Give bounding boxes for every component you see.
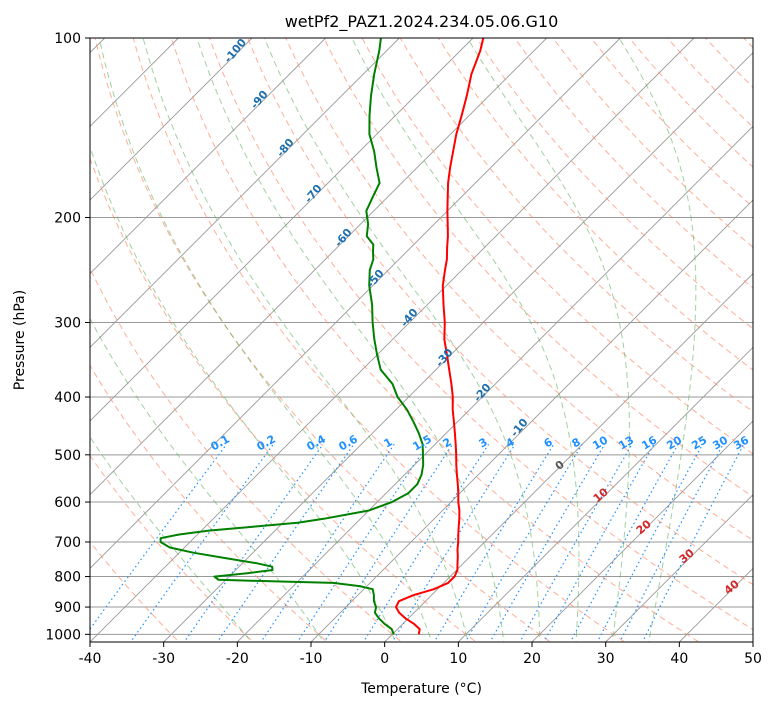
mixing-ratio-line	[596, 444, 704, 642]
dry-adiabat-line	[361, 38, 753, 455]
dry-adiabat-line	[90, 454, 254, 642]
dry-adiabat-line	[208, 38, 753, 631]
dry-adiabat-line	[247, 38, 753, 586]
dry-adiabat-line	[94, 38, 552, 642]
dry-adiabat-line	[170, 38, 700, 642]
y-tick-label: 1000	[45, 627, 81, 643]
y-tick-label: 400	[54, 390, 81, 406]
mixing-ratio-line	[543, 443, 655, 642]
y-tick-label: 800	[54, 570, 81, 586]
x-tick-label: -30	[152, 651, 175, 667]
mixing-ratio-line	[323, 443, 454, 642]
x-tick-label: 10	[449, 651, 467, 667]
dry-adiabat-line	[437, 38, 753, 371]
dry-adiabat-line	[323, 38, 753, 498]
y-tick-label: 100	[54, 31, 81, 47]
isotherm-line	[605, 494, 753, 642]
mixing-ratio-line	[569, 444, 679, 642]
moist-adiabat-line	[196, 38, 505, 642]
mixing-ratio-line	[641, 444, 745, 642]
moist-adiabat-line	[351, 38, 580, 642]
x-tick-label: -40	[79, 651, 102, 667]
dry-adiabat-line	[132, 38, 626, 642]
x-tick-label: 0	[380, 651, 389, 667]
isotherm-line	[90, 38, 547, 496]
isotherm-line	[90, 38, 474, 422]
moist-adiabat-line	[264, 38, 541, 642]
y-tick-label: 900	[54, 600, 81, 616]
y-tick-label: 700	[54, 535, 81, 551]
x-tick-label: 50	[744, 651, 762, 667]
x-axis-label: Temperature (°C)	[360, 681, 482, 697]
y-tick-label: 500	[54, 448, 81, 464]
mixing-ratio-line	[216, 443, 355, 642]
isotherm-line	[90, 38, 253, 201]
isotherm-line	[90, 38, 695, 642]
moist-adiabat-line	[98, 38, 433, 642]
plot-frame	[89, 37, 754, 643]
mixing-ratio-line	[519, 443, 633, 642]
x-tick-label: -10	[300, 651, 323, 667]
isotherm-line	[90, 38, 326, 275]
moist-adiabat-line	[90, 317, 325, 642]
axis-ticks: -40 -30 -20 -10 0 10 20 30 40 50 100 200 300 400 500 60…	[45, 31, 762, 667]
dry-adiabat-line	[476, 38, 753, 330]
isotherm-line	[90, 38, 621, 569]
mixing-ratio-line	[183, 443, 324, 642]
dry-adiabat-line	[399, 38, 753, 413]
x-tick-label: -20	[226, 651, 249, 667]
isotherm-line	[458, 346, 753, 642]
y-tick-label: 600	[54, 495, 81, 511]
dry-adiabat-line	[90, 157, 477, 642]
isotherm-line	[384, 273, 753, 642]
isotherm-line	[531, 420, 753, 642]
moist-adiabat-line	[90, 436, 252, 642]
moist-adiabat-line	[90, 145, 397, 642]
moist-adiabat-line	[142, 38, 469, 642]
profile-lines	[159, 38, 485, 635]
y-tick-label: 300	[54, 316, 81, 332]
mixing-ratio-line	[433, 443, 555, 642]
x-tick-label: 30	[597, 651, 615, 667]
mixing-ratio-line	[90, 443, 228, 630]
isotherm-line	[90, 38, 400, 348]
dewpoint-profile	[159, 38, 425, 635]
y-axis-label: Pressure (hPa)	[12, 290, 28, 390]
mixing-ratio-line	[464, 443, 583, 642]
y-tick-label: 200	[54, 211, 81, 227]
mixing-ratio-line	[489, 443, 606, 642]
moist-adiabat-line	[466, 38, 630, 642]
mixing-ratio-line	[619, 444, 724, 642]
x-tick-label: 40	[670, 651, 688, 667]
x-tick-label: 20	[523, 651, 541, 667]
chart-title: wetPf2_PAZ1.2024.234.05.06.G10	[285, 12, 559, 32]
temperature-profile	[395, 38, 485, 635]
moist-adiabat-line	[618, 38, 697, 642]
isotherm-line	[163, 52, 753, 642]
isotherm-line	[310, 199, 753, 642]
